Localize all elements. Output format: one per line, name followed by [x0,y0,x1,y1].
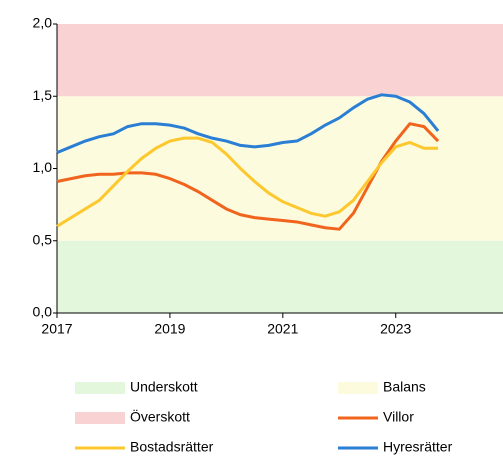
band [57,240,503,313]
y-tick-label: 2,0 [33,15,53,31]
series-line [56,93,440,154]
legend-swatch [75,382,125,394]
legend-swatch [75,412,125,424]
y-tick-label: 0,5 [33,231,53,247]
x-tick-label: 2019 [154,321,185,337]
x-tick-label: 2021 [267,321,298,337]
legend-label: Villor [383,409,414,425]
series-line [56,136,439,228]
x-tick-label: 2023 [380,321,411,337]
band [57,24,503,97]
y-tick-label: 1,5 [33,87,53,103]
legend-label: Balans [383,379,426,395]
legend-swatch [338,382,378,394]
legend-label: Bostadsrätter [130,439,214,455]
legend-label: Hyresrätter [383,439,453,455]
y-tick-label: 1,0 [33,159,53,175]
y-tick-label: 0,0 [33,304,53,320]
legend-label: Överskott [130,408,190,425]
legend-label: Underskott [130,379,198,395]
x-tick-label: 2017 [41,321,72,337]
